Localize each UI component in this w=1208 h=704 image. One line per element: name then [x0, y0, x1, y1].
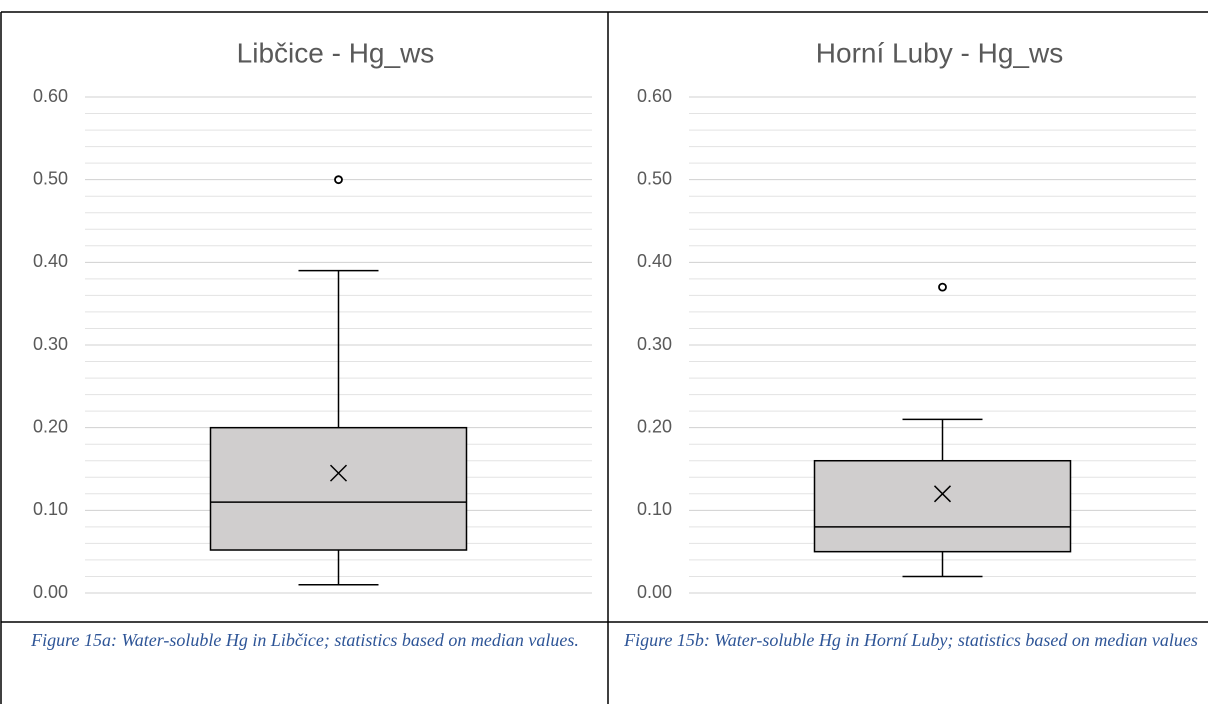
box	[209, 426, 468, 551]
mean-marker	[329, 464, 348, 482]
y-tick-label: 0.40	[637, 251, 672, 271]
y-tick-label: 0.30	[33, 334, 68, 354]
y-tick-label: 0.00	[33, 582, 68, 602]
chart-title: Libčice - Hg_ws	[237, 37, 435, 68]
caption: Figure 15a: Water-soluble Hg in Libčice;…	[31, 630, 579, 650]
box	[813, 459, 1072, 553]
y-tick-label: 0.20	[637, 416, 672, 436]
chart-title: Horní Luby - Hg_ws	[816, 37, 1063, 68]
y-tick-label: 0.10	[33, 499, 68, 519]
y-tick-label: 0.00	[637, 582, 672, 602]
caption: Figure 15b: Water-soluble Hg in Horní Lu…	[624, 630, 1198, 650]
y-tick-label: 0.60	[637, 86, 672, 106]
y-tick-label: 0.40	[33, 251, 68, 271]
y-tick-label: 0.50	[33, 168, 68, 188]
outlier	[938, 282, 947, 292]
mean-marker	[933, 485, 952, 503]
y-tick-label: 0.10	[637, 499, 672, 519]
y-tick-label: 0.20	[33, 416, 68, 436]
y-tick-label: 0.60	[33, 86, 68, 106]
outlier	[334, 175, 343, 185]
y-tick-label: 0.30	[637, 334, 672, 354]
y-tick-label: 0.50	[637, 168, 672, 188]
